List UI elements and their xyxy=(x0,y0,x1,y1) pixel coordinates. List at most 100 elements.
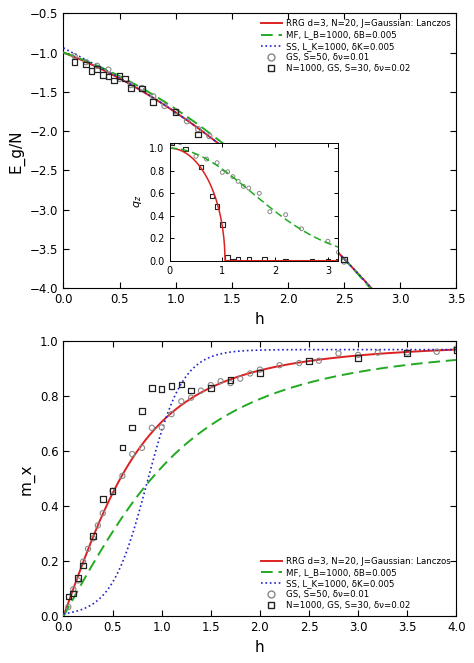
Point xyxy=(396,318,404,328)
Point xyxy=(340,256,348,267)
X-axis label: h: h xyxy=(255,640,264,654)
Point xyxy=(307,221,314,231)
Point xyxy=(99,508,107,518)
Point xyxy=(318,231,326,241)
Point xyxy=(194,129,202,140)
Point xyxy=(217,144,224,154)
Point xyxy=(148,422,155,433)
Point xyxy=(128,422,136,433)
Point xyxy=(148,383,155,393)
Point xyxy=(116,74,123,84)
Point xyxy=(99,494,107,505)
Point xyxy=(419,343,427,354)
Point xyxy=(71,56,79,67)
Point xyxy=(227,375,234,385)
Point xyxy=(355,353,362,363)
Point xyxy=(453,343,460,354)
Point xyxy=(74,575,82,585)
Point xyxy=(127,83,135,93)
Point xyxy=(88,66,95,76)
Point xyxy=(403,347,411,358)
Point xyxy=(172,107,180,117)
Point xyxy=(93,64,101,74)
Point xyxy=(206,131,213,141)
Point xyxy=(118,442,126,453)
Point xyxy=(315,355,323,366)
Point xyxy=(79,556,87,567)
Point xyxy=(64,591,72,602)
Legend: RRG d=3, N=20, J=Gaussian: Lanczos, MF, L_B=1000, δB=0.005, SS, L_K=1000, δK=0.0: RRG d=3, N=20, J=Gaussian: Lanczos, MF, … xyxy=(257,553,454,614)
Point xyxy=(194,124,202,135)
Point xyxy=(239,159,247,170)
Point xyxy=(246,368,254,379)
Point xyxy=(207,383,215,393)
Point xyxy=(256,364,264,375)
Point xyxy=(453,386,460,396)
Point xyxy=(84,544,92,554)
Point xyxy=(161,101,168,111)
Point xyxy=(239,157,247,168)
Point xyxy=(419,341,427,352)
Point xyxy=(374,347,382,358)
Point xyxy=(121,73,129,84)
Point xyxy=(335,348,342,359)
Point xyxy=(138,83,146,93)
Point xyxy=(355,349,362,360)
Point xyxy=(237,373,244,384)
Point xyxy=(187,385,195,396)
Point xyxy=(89,530,97,541)
Point xyxy=(374,294,382,305)
X-axis label: h: h xyxy=(255,312,264,327)
Point xyxy=(94,520,101,531)
Point xyxy=(217,144,224,154)
Point xyxy=(138,406,146,416)
Point xyxy=(396,316,404,326)
Point xyxy=(82,57,90,68)
Point xyxy=(70,588,77,599)
Point xyxy=(149,96,157,107)
Point xyxy=(110,75,118,86)
Point xyxy=(207,380,215,391)
Point xyxy=(158,384,165,394)
Point xyxy=(250,165,258,176)
Point xyxy=(109,485,116,496)
Point xyxy=(441,366,449,377)
Point xyxy=(403,348,411,359)
Point xyxy=(433,347,440,357)
Point xyxy=(183,116,191,127)
Point xyxy=(284,197,292,208)
Point xyxy=(89,533,97,544)
Point xyxy=(178,396,185,406)
Y-axis label: m_x: m_x xyxy=(19,463,35,495)
Point xyxy=(138,442,146,453)
Point xyxy=(149,91,157,101)
Point xyxy=(453,382,460,392)
Point xyxy=(178,379,185,390)
Legend: RRG d=3, N=20, J=Gaussian: Lanczos, MF, L_B=1000, δB=0.005, SS, L_K=1000, δK=0.0: RRG d=3, N=20, J=Gaussian: Lanczos, MF, … xyxy=(257,16,454,76)
Point xyxy=(138,83,146,93)
Point xyxy=(227,378,234,389)
Point xyxy=(276,360,283,371)
Point xyxy=(284,198,292,208)
Point xyxy=(82,60,90,70)
Point xyxy=(453,345,460,355)
Point xyxy=(168,409,175,420)
Point xyxy=(340,255,348,265)
Point xyxy=(109,485,116,496)
Point xyxy=(70,584,77,595)
Point xyxy=(105,64,112,75)
Point xyxy=(158,422,165,433)
Point xyxy=(256,367,264,378)
Point xyxy=(79,560,87,571)
Point xyxy=(295,358,303,369)
Y-axis label: E_g/N: E_g/N xyxy=(9,129,25,172)
Point xyxy=(305,356,313,367)
Point xyxy=(64,602,72,613)
Point xyxy=(197,385,205,396)
Point xyxy=(71,51,79,62)
Point xyxy=(128,449,136,459)
Point xyxy=(172,106,180,117)
Point xyxy=(105,72,112,82)
Point xyxy=(168,381,175,392)
Point xyxy=(118,471,126,481)
